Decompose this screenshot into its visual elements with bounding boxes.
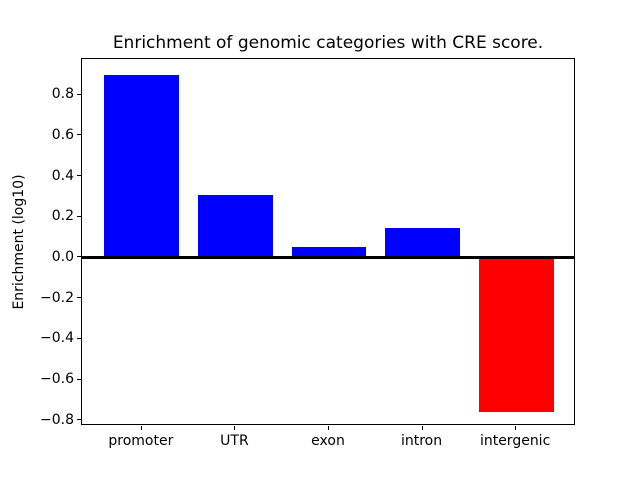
x-tick-mark [515, 426, 517, 430]
y-tick-label: 0.6 [51, 126, 74, 143]
y-tick-label: −0.8 [40, 411, 74, 428]
y-tick-mark [77, 297, 81, 299]
bar-intron [385, 228, 460, 258]
y-tick-label: −0.2 [40, 289, 74, 306]
y-tick-label: 0.2 [51, 208, 74, 225]
x-tick-label-UTR: UTR [220, 433, 249, 449]
x-tick-label-intron: intron [400, 433, 443, 449]
bar-intergenic [478, 257, 554, 412]
chart-title: Enrichment of genomic categories with CR… [112, 33, 544, 53]
x-tick-label-exon: exon [311, 433, 345, 449]
y-tick-mark [77, 337, 81, 339]
plot-area [81, 58, 575, 425]
y-tick-label: 0.0 [51, 248, 74, 265]
y-tick-mark [77, 256, 81, 258]
y-tick-label: 0.4 [51, 167, 74, 184]
x-tick-label-promoter: promoter [108, 433, 174, 449]
y-tick-mark [77, 419, 81, 421]
zero-line [82, 256, 574, 260]
bar-UTR [198, 194, 273, 258]
bar-exon [291, 246, 367, 258]
y-tick-mark [77, 134, 81, 136]
y-tick-mark [77, 378, 81, 380]
x-tick-mark [234, 426, 236, 430]
x-tick-mark [421, 426, 423, 430]
bar-promoter [104, 74, 180, 258]
x-tick-label-intergenic: intergenic [479, 433, 551, 449]
y-tick-mark [77, 215, 81, 217]
y-tick-label: −0.4 [40, 330, 74, 347]
x-tick-mark [140, 426, 142, 430]
x-tick-mark [328, 426, 329, 430]
y-tick-mark [77, 175, 81, 176]
y-tick-mark [77, 93, 81, 95]
y-tick-label: 0.8 [51, 86, 74, 103]
y-tick-label: −0.6 [40, 371, 74, 388]
